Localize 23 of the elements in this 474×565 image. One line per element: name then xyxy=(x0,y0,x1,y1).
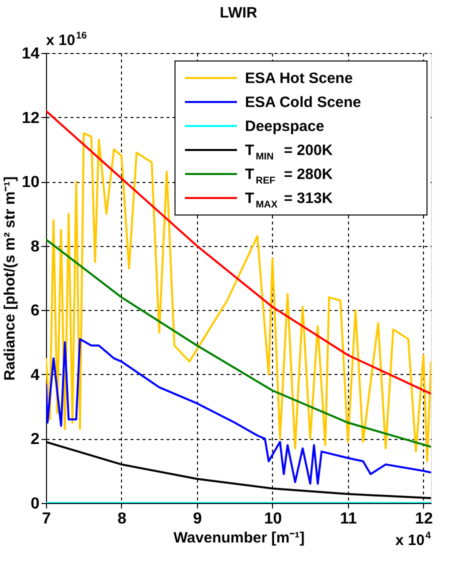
x-tick-label: 8 xyxy=(118,510,127,528)
y-tick-label: 10 xyxy=(22,174,40,192)
y-tick-label: 14 xyxy=(22,46,40,62)
legend-label: Deepspace xyxy=(245,118,324,135)
y-tick-label: 2 xyxy=(30,431,40,448)
legend-label: ESA Cold Scene xyxy=(245,94,362,111)
y-tick-label: 4 xyxy=(30,366,40,384)
y-tick-label: 6 xyxy=(30,302,40,320)
line-series xyxy=(46,238,431,448)
x-tick-label: 11 xyxy=(340,510,358,528)
legend-label: ESA Hot Scene xyxy=(245,70,353,87)
x-tick-label: 12 xyxy=(415,510,433,528)
y-tick-label: 0 xyxy=(30,496,40,512)
x-axis-title: Wavenumber [m⁻¹] xyxy=(173,530,305,546)
x-tick-label: 10 xyxy=(264,510,282,528)
line-series xyxy=(46,110,431,395)
y-tick-label: 12 xyxy=(22,110,40,127)
x-tick-label: 9 xyxy=(193,510,202,528)
y-tick-label: 8 xyxy=(30,238,40,256)
y-axis-title: Radiance [phot/(s m² str m⁻¹] xyxy=(2,176,19,381)
line-series xyxy=(46,338,431,485)
chart-title: LWIR xyxy=(220,4,258,22)
x-tick-label: 7 xyxy=(42,510,52,528)
